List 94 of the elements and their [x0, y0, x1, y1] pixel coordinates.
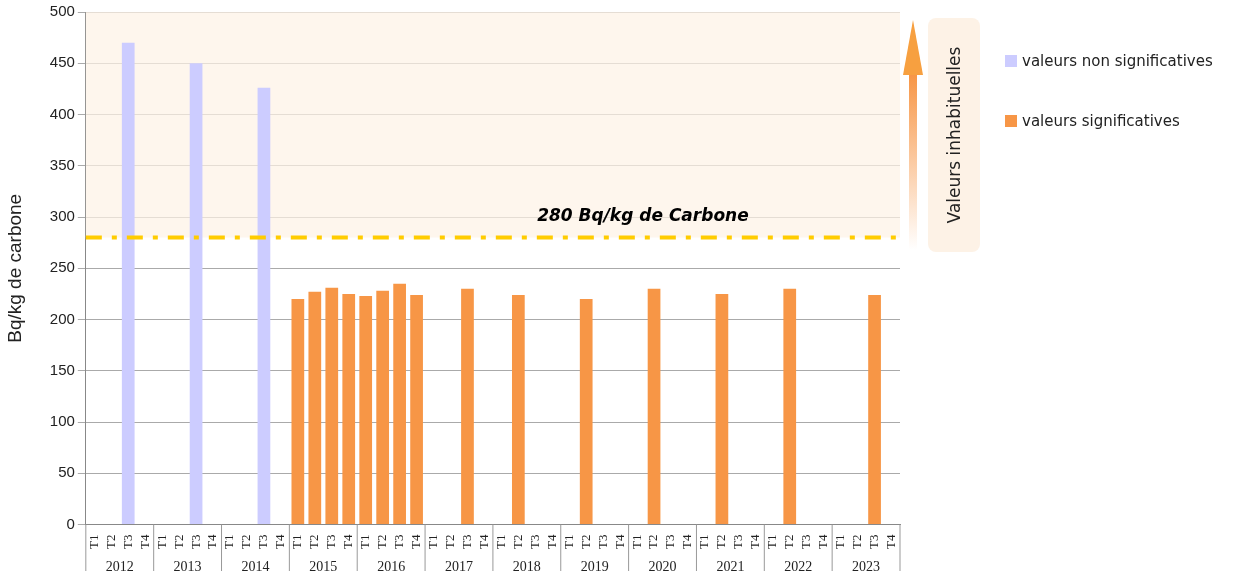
bar — [189, 63, 203, 525]
x-tick-label: T4 — [408, 534, 424, 550]
y-tick-label: 250 — [49, 258, 75, 276]
text: 2012 — [105, 559, 134, 571]
y-tick-label: 200 — [49, 309, 75, 327]
legend-label: valeurs significatives — [1022, 112, 1180, 130]
x-tick-label: T1 — [289, 534, 305, 550]
bar — [647, 288, 661, 525]
text: 2020 — [648, 559, 677, 571]
text: 2019 — [580, 559, 609, 571]
x-tick-label: T1 — [221, 534, 237, 550]
x-tick-label: T4 — [340, 534, 356, 550]
bar — [121, 42, 135, 525]
text: 2021 — [716, 559, 745, 571]
bar — [783, 288, 797, 525]
x-tick-label: T2 — [781, 534, 797, 550]
text: 2017 — [444, 559, 473, 571]
x-tick-label: T1 — [424, 534, 440, 550]
x-tick-label: T1 — [696, 534, 712, 550]
x-tick-label: T2 — [102, 534, 118, 550]
text: 2023 — [852, 559, 881, 571]
y-tick-label: 150 — [49, 360, 75, 378]
bar — [325, 287, 339, 525]
y-tick-label: 350 — [49, 155, 75, 173]
y-tick-label: 50 — [58, 463, 75, 481]
text: 2022 — [784, 559, 813, 571]
y-tick-label: 500 — [49, 2, 75, 20]
x-tick-label: T3 — [594, 534, 610, 550]
bar — [715, 293, 729, 525]
x-tick-label: T4 — [272, 534, 288, 550]
ref-line-label: 280 Bq/kg de Carbone — [537, 205, 749, 226]
x-tick-label: T2 — [306, 534, 322, 550]
x-tick-label: T2 — [849, 534, 865, 550]
x-tick-label: T2 — [713, 534, 729, 550]
band-label: Valeurs inhabituelles — [944, 46, 964, 224]
legend-label: valeurs non significatives — [1022, 52, 1213, 70]
x-tick-label: T1 — [832, 534, 848, 550]
x-tick-label: T1 — [628, 534, 644, 550]
x-tick-label: T1 — [357, 534, 373, 550]
text: 2013 — [173, 559, 202, 571]
x-tick-label: T3 — [865, 534, 881, 550]
x-tick-label: T2 — [238, 534, 254, 550]
x-tick-label: T4 — [747, 534, 763, 550]
x-tick-label: T4 — [475, 534, 491, 550]
x-tick-label: T4 — [815, 534, 831, 550]
x-tick-label: T1 — [153, 534, 169, 550]
text: 2018 — [512, 559, 541, 571]
x-tick-label: T4 — [882, 534, 898, 550]
x-tick-label: T2 — [441, 534, 457, 550]
x-tick-label: T2 — [374, 534, 390, 550]
x-tick-label: T2 — [645, 534, 661, 550]
bar — [868, 294, 881, 525]
x-tick-label: T3 — [526, 534, 542, 550]
x-tick-label: T2 — [577, 534, 593, 550]
x-tick-label: T4 — [543, 534, 559, 550]
bar — [461, 288, 474, 525]
x-tick-label: T3 — [119, 534, 135, 550]
x-tick-label: T2 — [170, 534, 186, 550]
x-tick-label: T3 — [662, 534, 678, 550]
bar — [579, 299, 593, 525]
x-tick-label: T3 — [323, 534, 339, 550]
x-tick-label: T3 — [798, 534, 814, 550]
bar — [308, 291, 322, 525]
y-tick-label: 300 — [49, 207, 75, 225]
x-tick-label: T1 — [764, 534, 780, 550]
y-tick-label: 100 — [49, 412, 75, 430]
y-tick-label: 450 — [49, 53, 75, 71]
x-tick-label: T4 — [204, 534, 220, 550]
x-tick-label: T3 — [255, 534, 271, 550]
bar — [291, 299, 305, 525]
bar — [359, 295, 373, 525]
bar — [376, 290, 390, 525]
x-tick-label: T1 — [492, 534, 508, 550]
x-tick-label: T1 — [560, 534, 576, 550]
x-tick-label: T3 — [458, 534, 474, 550]
x-tick-label: T3 — [391, 534, 407, 550]
x-tick-label: T4 — [611, 534, 627, 550]
bar — [410, 294, 423, 525]
x-tick-label: T4 — [136, 534, 152, 550]
x-tick-label: T3 — [187, 534, 203, 550]
text: 2015 — [309, 559, 338, 571]
text: 2014 — [241, 559, 270, 571]
text: 2016 — [377, 559, 406, 571]
y-axis-title: Bq/kg de carbone — [3, 193, 25, 343]
x-tick-label: T3 — [730, 534, 746, 550]
bar — [512, 294, 525, 525]
x-tick-label: T2 — [509, 534, 525, 550]
bar — [393, 283, 406, 525]
y-tick-label: 0 — [66, 514, 75, 532]
bar — [342, 293, 356, 525]
bar — [257, 87, 271, 525]
y-tick-label: 400 — [49, 104, 75, 122]
x-tick-label: T1 — [85, 534, 101, 550]
x-tick-label: T4 — [679, 534, 695, 550]
